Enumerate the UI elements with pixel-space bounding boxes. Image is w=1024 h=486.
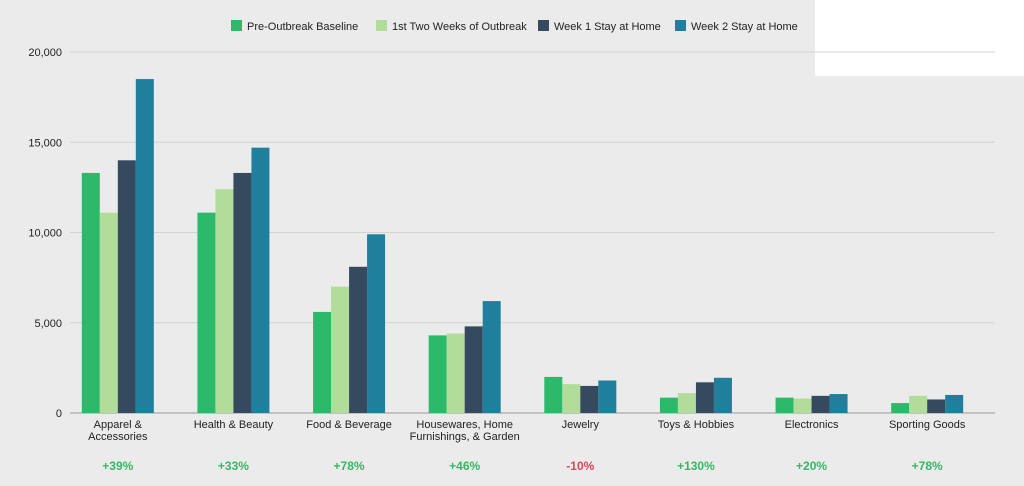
y-tick-label: 0 [56, 408, 62, 420]
bar [713, 377, 732, 413]
legend-label: Week 2 Stay at Home [691, 21, 798, 33]
bar [891, 403, 910, 413]
legend-label: Week 1 Stay at Home [554, 21, 661, 33]
bar [197, 212, 216, 413]
legend-swatch [231, 20, 242, 31]
change-annotation: +78% [334, 459, 365, 473]
bar [313, 311, 332, 413]
x-tick-label: Toys & Hobbies [658, 419, 735, 431]
bar [81, 172, 100, 413]
bar [811, 395, 830, 413]
change-annotation: +46% [449, 459, 480, 473]
y-tick-label: 20,000 [28, 47, 62, 59]
change-annotation: +78% [912, 459, 943, 473]
bar [659, 397, 678, 413]
bar [927, 399, 946, 413]
bar [793, 398, 812, 413]
x-tick-label: Jewelry [562, 419, 600, 431]
bar [367, 234, 386, 413]
legend-label: Pre-Outbreak Baseline [247, 21, 358, 33]
y-tick-label: 15,000 [28, 137, 62, 149]
change-annotation: +20% [796, 459, 827, 473]
bar [99, 212, 118, 413]
bar [909, 395, 928, 413]
legend-swatch [376, 20, 387, 31]
bar [331, 286, 350, 413]
y-tick-label: 10,000 [28, 228, 62, 240]
x-tick-label: Sporting Goods [889, 419, 966, 431]
bar [135, 79, 154, 413]
x-tick-label: Housewares, Home [416, 419, 513, 431]
bar [562, 384, 581, 413]
bar [215, 189, 234, 413]
bar [775, 397, 794, 413]
bar [117, 160, 136, 413]
bar [349, 266, 368, 413]
bar [695, 382, 714, 413]
legend-label: 1st Two Weeks of Outbreak [392, 21, 527, 33]
bar [233, 172, 252, 413]
x-tick-label: Furnishings, & Garden [410, 431, 520, 443]
change-annotation: +130% [677, 459, 715, 473]
bar [829, 394, 848, 413]
x-tick-label: Food & Beverage [306, 419, 392, 431]
bar [677, 393, 696, 413]
legend-swatch [538, 20, 549, 31]
bar [446, 333, 465, 413]
change-annotation: +39% [102, 459, 133, 473]
bar [428, 335, 447, 413]
legend-swatch [675, 20, 686, 31]
x-tick-label: Apparel & [94, 419, 143, 431]
bar [482, 301, 501, 413]
x-tick-label: Health & Beauty [194, 419, 274, 431]
x-tick-label: Electronics [785, 419, 839, 431]
bar [945, 394, 964, 413]
y-tick-label: 5,000 [34, 318, 62, 330]
bar [544, 376, 563, 413]
bar [580, 385, 599, 413]
bar [251, 147, 270, 414]
x-tick-label: Accessories [88, 431, 148, 443]
change-annotation: +33% [218, 459, 249, 473]
bar [464, 326, 483, 413]
bar [598, 380, 617, 413]
corner-patch [815, 0, 1024, 76]
change-annotation: -10% [566, 459, 594, 473]
